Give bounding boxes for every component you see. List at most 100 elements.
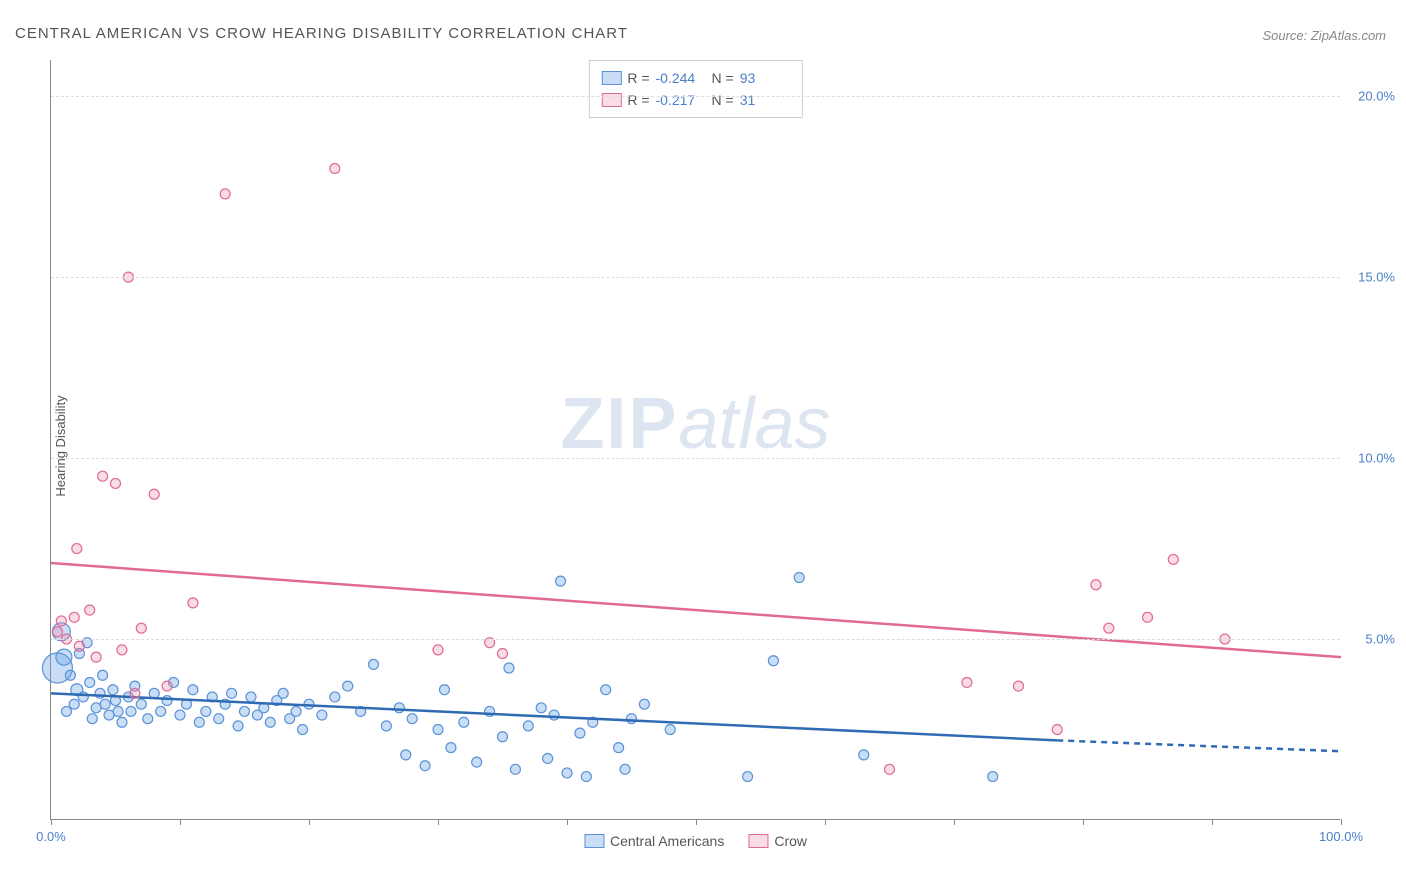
legend-swatch-pink [748, 834, 768, 848]
scatter-point [433, 725, 443, 735]
x-tick [180, 819, 181, 825]
scatter-point [69, 699, 79, 709]
scatter-point [162, 681, 172, 691]
x-tick [825, 819, 826, 825]
legend-n-value-2: 31 [740, 89, 790, 111]
scatter-point [581, 772, 591, 782]
scatter-point [72, 544, 82, 554]
gridline [51, 458, 1340, 459]
x-tick [438, 819, 439, 825]
scatter-point [56, 616, 66, 626]
scatter-point [214, 714, 224, 724]
plot-area: ZIPatlas R = -0.244 N = 93 R = -0.217 N … [50, 60, 1340, 820]
chart-container: CENTRAL AMERICAN VS CROW HEARING DISABIL… [0, 0, 1406, 892]
scatter-point [962, 677, 972, 687]
scatter-point [117, 717, 127, 727]
scatter-point [1168, 554, 1178, 564]
scatter-point [433, 645, 443, 655]
x-tick-label: 100.0% [1319, 829, 1363, 844]
scatter-point [369, 659, 379, 669]
scatter-point [620, 764, 630, 774]
scatter-point [472, 757, 482, 767]
scatter-point [108, 685, 118, 695]
x-tick [1212, 819, 1213, 825]
x-tick [309, 819, 310, 825]
gridline [51, 277, 1340, 278]
legend-swatch-blue [601, 71, 621, 85]
scatter-point [627, 714, 637, 724]
scatter-point [113, 706, 123, 716]
scatter-point [194, 717, 204, 727]
scatter-point [87, 714, 97, 724]
scatter-point [1104, 623, 1114, 633]
scatter-point [220, 189, 230, 199]
scatter-point [126, 706, 136, 716]
x-tick [1341, 819, 1342, 825]
legend-swatch-blue [584, 834, 604, 848]
x-tick [696, 819, 697, 825]
scatter-point [233, 721, 243, 731]
scatter-point [381, 721, 391, 731]
legend-r-value-2: -0.217 [656, 89, 706, 111]
scatter-point [74, 641, 84, 651]
scatter-point [794, 573, 804, 583]
scatter-point [117, 645, 127, 655]
x-tick [954, 819, 955, 825]
scatter-point [575, 728, 585, 738]
x-tick-label: 0.0% [36, 829, 66, 844]
scatter-point [859, 750, 869, 760]
scatter-point [504, 663, 514, 673]
scatter-point [69, 612, 79, 622]
x-tick [1083, 819, 1084, 825]
scatter-point [556, 576, 566, 586]
gridline [51, 639, 1340, 640]
legend-stats-row-1: R = -0.244 N = 93 [601, 67, 789, 89]
legend-series: Central Americans Crow [584, 833, 807, 849]
y-tick-label: 5.0% [1365, 632, 1395, 647]
scatter-point [298, 725, 308, 735]
scatter-point [1091, 580, 1101, 590]
scatter-point [1143, 612, 1153, 622]
scatter-point [543, 753, 553, 763]
legend-item-central-americans: Central Americans [584, 833, 724, 849]
scatter-point [498, 649, 508, 659]
scatter-point [111, 478, 121, 488]
scatter-point [85, 605, 95, 615]
scatter-point [188, 685, 198, 695]
scatter-point [639, 699, 649, 709]
scatter-point [420, 761, 430, 771]
scatter-point [601, 685, 611, 695]
scatter-point [1052, 725, 1062, 735]
scatter-point [201, 706, 211, 716]
legend-r-value-1: -0.244 [656, 67, 706, 89]
scatter-point [446, 743, 456, 753]
scatter-point [98, 471, 108, 481]
scatter-point [562, 768, 572, 778]
y-tick-label: 15.0% [1358, 270, 1395, 285]
chart-source: Source: ZipAtlas.com [1262, 28, 1386, 43]
scatter-point [278, 688, 288, 698]
scatter-point [743, 772, 753, 782]
legend-item-crow: Crow [748, 833, 807, 849]
legend-n-label: N = [712, 89, 734, 111]
scatter-point [143, 714, 153, 724]
scatter-point [175, 710, 185, 720]
scatter-point [136, 623, 146, 633]
scatter-point [91, 652, 101, 662]
scatter-point [291, 706, 301, 716]
scatter-point [523, 721, 533, 731]
scatter-point [614, 743, 624, 753]
legend-n-label: N = [712, 67, 734, 89]
scatter-point [330, 692, 340, 702]
scatter-point [156, 706, 166, 716]
trend-line-dashed [1057, 740, 1341, 751]
scatter-point [188, 598, 198, 608]
scatter-point [130, 688, 140, 698]
scatter-point [162, 696, 172, 706]
scatter-point [536, 703, 546, 713]
legend-r-label: R = [627, 89, 649, 111]
scatter-point [885, 764, 895, 774]
scatter-point [61, 706, 71, 716]
gridline [51, 96, 1340, 97]
x-tick [567, 819, 568, 825]
